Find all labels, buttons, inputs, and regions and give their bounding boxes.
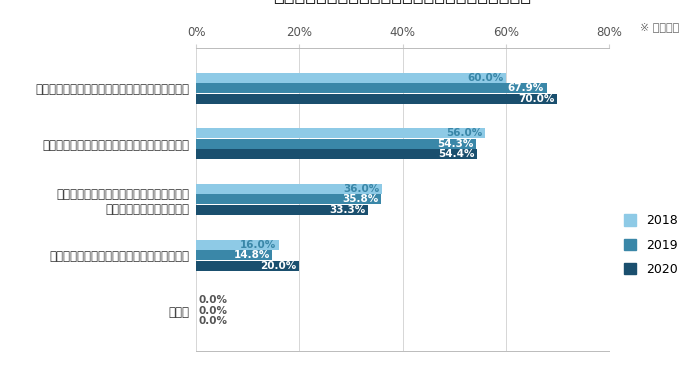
- Bar: [196, 194, 381, 205]
- Text: 33.3%: 33.3%: [329, 205, 365, 215]
- Bar: [196, 94, 557, 104]
- Bar: [196, 83, 547, 93]
- Bar: [196, 149, 477, 160]
- Text: 67.9%: 67.9%: [508, 83, 544, 93]
- Text: 56.0%: 56.0%: [447, 128, 482, 138]
- Text: 60.0%: 60.0%: [467, 72, 503, 83]
- Bar: [196, 184, 382, 194]
- Text: 16.0%: 16.0%: [240, 239, 276, 250]
- Text: ※ 複数回答: ※ 複数回答: [640, 22, 679, 32]
- Bar: [196, 239, 279, 250]
- Text: 0.0%: 0.0%: [199, 295, 228, 305]
- Title: 『図』過去調査との比較　統合分析を実施すべき理由: 『図』過去調査との比較 統合分析を実施すべき理由: [274, 0, 531, 4]
- Text: 14.8%: 14.8%: [233, 250, 270, 260]
- Text: 20.0%: 20.0%: [260, 261, 297, 271]
- Bar: [196, 261, 300, 271]
- Bar: [196, 205, 368, 215]
- Text: 35.8%: 35.8%: [342, 194, 378, 205]
- Text: 36.0%: 36.0%: [343, 184, 379, 194]
- Text: 54.3%: 54.3%: [438, 139, 474, 149]
- Text: 0.0%: 0.0%: [199, 306, 228, 316]
- Legend: 2018, 2019, 2020: 2018, 2019, 2020: [624, 214, 678, 276]
- Text: 0.0%: 0.0%: [199, 316, 228, 326]
- Bar: [196, 72, 506, 83]
- Bar: [196, 128, 485, 138]
- Text: 54.4%: 54.4%: [438, 149, 475, 160]
- Bar: [196, 139, 476, 149]
- Text: 70.0%: 70.0%: [519, 94, 555, 104]
- Bar: [196, 250, 272, 260]
